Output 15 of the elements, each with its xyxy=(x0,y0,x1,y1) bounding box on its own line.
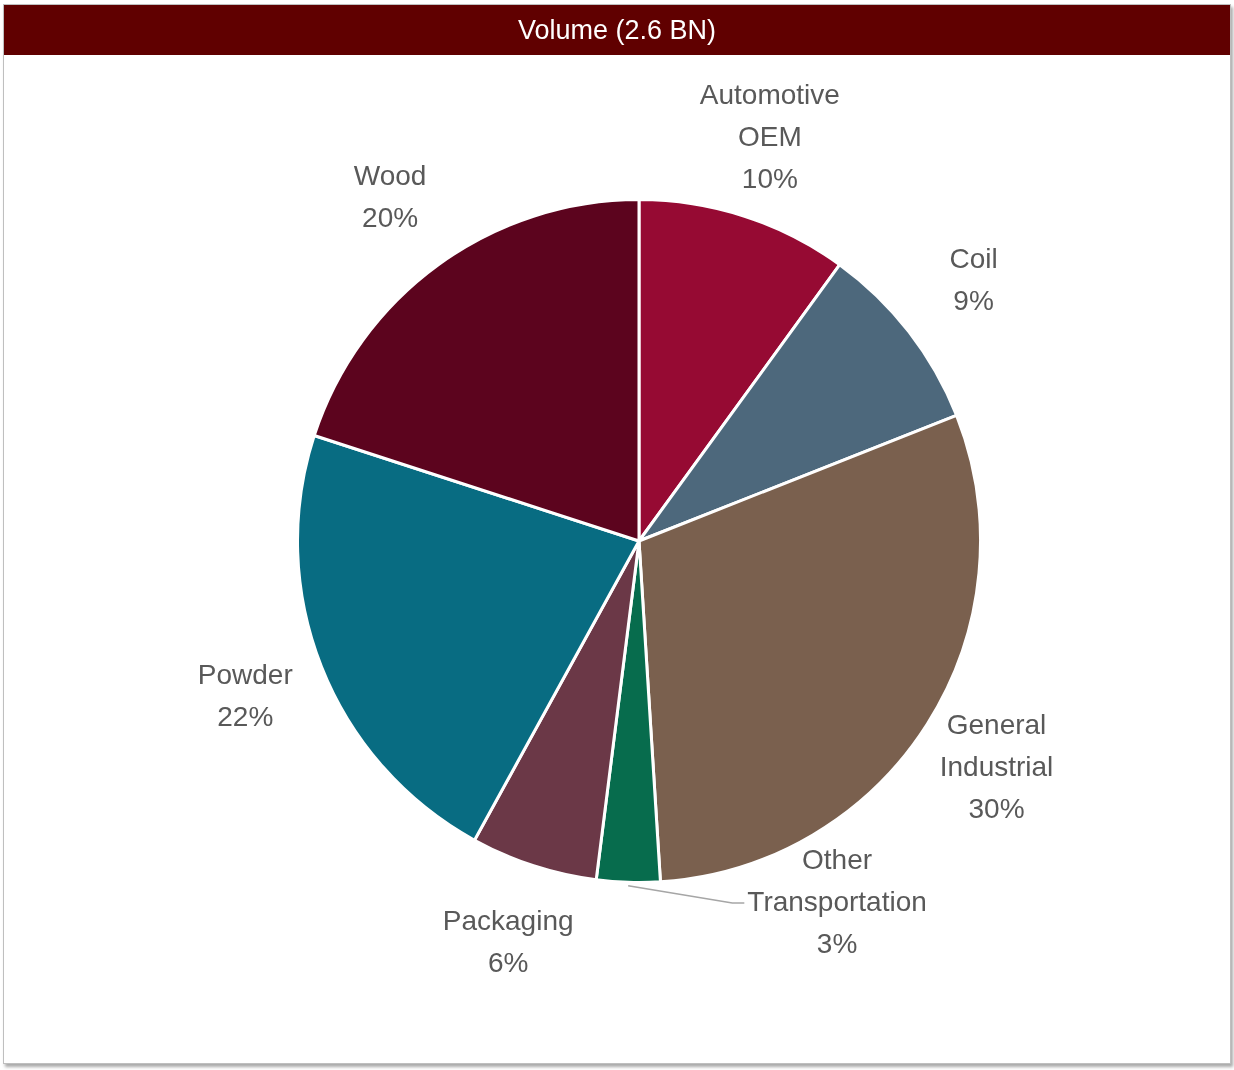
data-label: 20% xyxy=(362,202,419,234)
data-label: 6% xyxy=(487,947,529,979)
data-label: 22% xyxy=(217,700,274,732)
slice-label: Automotive OEM xyxy=(699,78,840,152)
slice-label: Wood xyxy=(353,160,427,192)
slice-label: Powder xyxy=(197,658,293,690)
data-label: 3% xyxy=(816,927,858,959)
slice-label: Coil xyxy=(949,243,998,275)
chart-title: Volume (2.6 BN) xyxy=(4,5,1230,55)
slice-label: Other Transportation xyxy=(747,843,927,917)
data-label: 30% xyxy=(968,792,1025,824)
slice-label: General Industrial xyxy=(939,708,1054,782)
data-label: 10% xyxy=(741,162,798,194)
data-label: 9% xyxy=(953,285,994,317)
slice-label: Packaging xyxy=(442,905,574,937)
